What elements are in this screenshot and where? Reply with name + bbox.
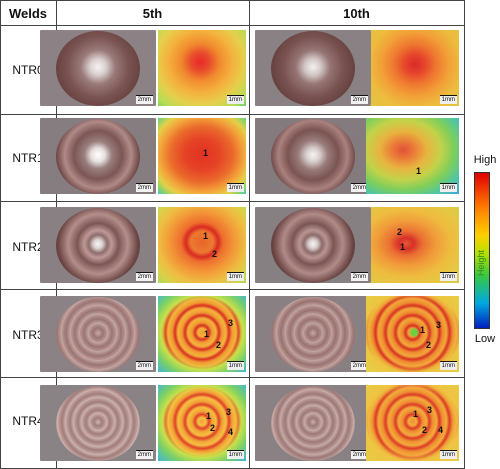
weld-photo-ntr4-10th: 2mm (255, 385, 371, 461)
annotation-marker: 1 (206, 411, 212, 421)
table-rule (0, 114, 465, 115)
weld-photo-ntr4-5th: 2mm (40, 385, 156, 461)
weld-photo-ntr0-5th: 2mm (40, 30, 156, 106)
scale-bar: 1mm (439, 272, 457, 281)
table-rule (0, 377, 465, 378)
annotation-marker: 1 (204, 329, 210, 339)
scale-bar: 2mm (135, 272, 153, 281)
annotation-marker: 3 (228, 318, 234, 328)
annotation-marker: 1 (203, 231, 209, 241)
height-map-ntr1-10th: 1 1mm (366, 118, 459, 194)
weld-photo-ntr1-10th: 2mm (255, 118, 371, 194)
annotation-marker: 3 (436, 320, 442, 330)
annotation-marker: 2 (397, 227, 403, 237)
table-rule (464, 0, 465, 469)
row-label-ntr0: NTR0 (12, 63, 44, 77)
annotation-marker: 2 (422, 425, 428, 435)
annotation-marker: 2 (216, 340, 222, 350)
legend-high-label: High (473, 154, 497, 166)
weld-photo-ntr2-10th: 2mm (255, 207, 371, 283)
height-map-ntr2-10th: 2 1 1mm (371, 207, 459, 283)
table-rule (0, 0, 465, 1)
table-rule (0, 0, 1, 469)
scale-bar: 2mm (350, 183, 368, 192)
annotation-marker: 4 (438, 425, 444, 435)
height-map-ntr3-10th: 3 1 2 1mm (366, 296, 459, 372)
legend-height-title: Height (476, 249, 486, 276)
scale-bar: 2mm (350, 272, 368, 281)
scale-bar: 1mm (226, 450, 244, 459)
height-map-ntr2-5th: 1 2 1mm (158, 207, 246, 283)
table-rule (0, 201, 465, 202)
height-map-ntr4-5th: 3 1 2 4 1mm (158, 385, 246, 461)
scale-bar: 1mm (226, 95, 244, 104)
scale-bar: 1mm (439, 95, 457, 104)
scale-bar: 1mm (226, 361, 244, 370)
scale-bar: 2mm (135, 95, 153, 104)
height-map-ntr4-10th: 3 1 2 4 1mm (366, 385, 459, 461)
scale-bar: 1mm (226, 183, 244, 192)
annotation-marker: 1 (400, 242, 406, 252)
table-rule (249, 0, 250, 469)
annotation-marker: 1 (420, 325, 426, 335)
header-5th: 5th (142, 6, 163, 21)
table-rule (0, 289, 465, 290)
header-10th: 10th (343, 6, 370, 21)
scale-bar: 1mm (439, 361, 457, 370)
annotation-marker: 4 (228, 427, 234, 437)
header-welds: Welds (8, 6, 48, 21)
weld-photo-ntr2-5th: 2mm (40, 207, 156, 283)
height-map-ntr0-10th: 1mm (371, 30, 459, 106)
scale-bar: 2mm (135, 183, 153, 192)
scale-bar: 2mm (350, 95, 368, 104)
height-colorbar (474, 172, 490, 329)
weld-photo-ntr3-10th: 2mm (255, 296, 371, 372)
scale-bar: 1mm (226, 272, 244, 281)
scale-bar: 2mm (350, 450, 368, 459)
annotation-marker: 3 (226, 407, 232, 417)
weld-photo-ntr3-5th: 2mm (40, 296, 156, 372)
height-map-ntr0-5th: 1mm (158, 30, 246, 106)
annotation-marker: 3 (427, 405, 433, 415)
row-label-ntr3: NTR3 (12, 328, 44, 342)
scale-bar: 2mm (350, 361, 368, 370)
annotation-marker: 2 (210, 423, 216, 433)
annotation-marker: 2 (426, 340, 432, 350)
weld-photo-ntr0-10th: 2mm (255, 30, 371, 106)
height-map-ntr1-5th: 1 1mm (158, 118, 246, 194)
scale-bar: 1mm (439, 183, 457, 192)
height-map-ntr3-5th: 3 1 2 1mm (158, 296, 246, 372)
row-label-ntr1: NTR1 (12, 151, 44, 165)
annotation-marker: 1 (416, 166, 422, 176)
weld-photo-ntr1-5th: 2mm (40, 118, 156, 194)
scale-bar: 2mm (135, 450, 153, 459)
row-label-ntr4: NTR4 (12, 414, 44, 428)
legend-low-label: Low (474, 333, 496, 345)
table-rule (0, 25, 465, 26)
scale-bar: 1mm (439, 450, 457, 459)
scale-bar: 2mm (135, 361, 153, 370)
annotation-marker: 2 (212, 249, 218, 259)
annotation-marker: 1 (203, 148, 209, 158)
annotation-marker: 1 (413, 409, 419, 419)
row-label-ntr2: NTR2 (12, 240, 44, 254)
